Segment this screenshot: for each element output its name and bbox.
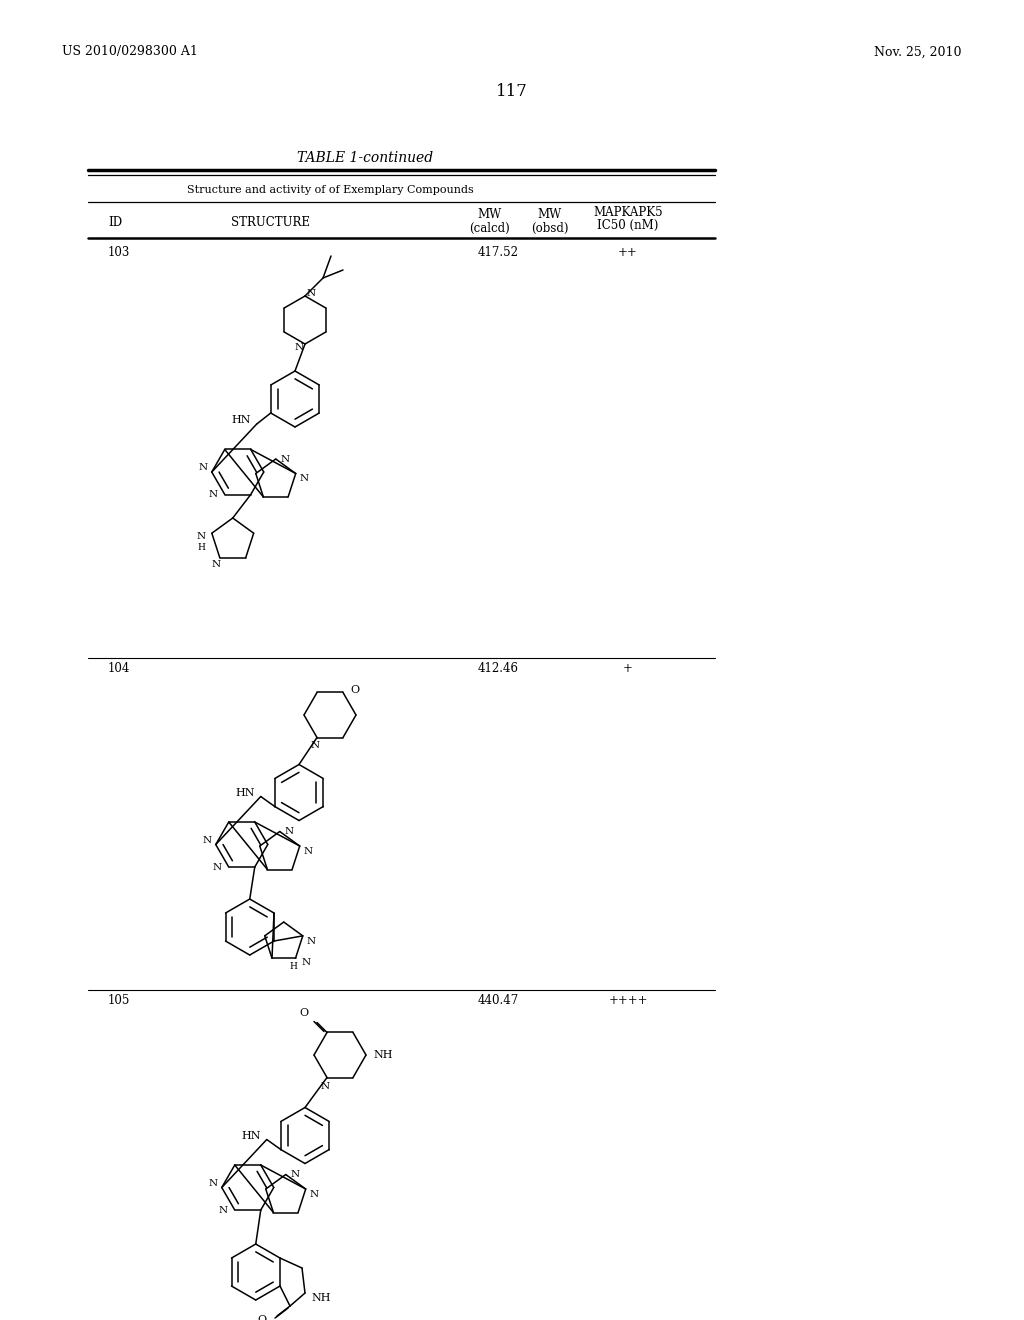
Text: H: H xyxy=(198,543,206,552)
Text: N: N xyxy=(306,289,315,297)
Text: N: N xyxy=(203,836,212,845)
Text: 117: 117 xyxy=(496,83,528,100)
Text: 417.52: 417.52 xyxy=(478,247,519,260)
Text: N: N xyxy=(300,474,309,483)
Text: +: + xyxy=(623,661,633,675)
Text: N: N xyxy=(199,463,208,473)
Text: MW: MW xyxy=(478,209,502,222)
Text: ++: ++ xyxy=(618,247,638,260)
Text: 440.47: 440.47 xyxy=(478,994,519,1006)
Text: HN: HN xyxy=(242,1130,261,1140)
Text: Nov. 25, 2010: Nov. 25, 2010 xyxy=(874,45,962,58)
Text: N: N xyxy=(285,828,294,836)
Text: ++++: ++++ xyxy=(608,994,648,1006)
Text: 103: 103 xyxy=(108,247,130,260)
Text: TABLE 1-continued: TABLE 1-continued xyxy=(297,150,433,165)
Text: N: N xyxy=(309,1189,318,1199)
Text: N: N xyxy=(219,1205,227,1214)
Text: NH: NH xyxy=(311,1294,331,1303)
Text: O: O xyxy=(257,1315,266,1320)
Text: IC50 (nM): IC50 (nM) xyxy=(597,219,658,231)
Text: 104: 104 xyxy=(108,661,130,675)
Text: N: N xyxy=(211,560,220,569)
Text: N: N xyxy=(304,846,313,855)
Text: NH: NH xyxy=(373,1049,392,1060)
Text: N: N xyxy=(310,741,319,750)
Text: US 2010/0298300 A1: US 2010/0298300 A1 xyxy=(62,45,198,58)
Text: Structure and activity of of Exemplary Compounds: Structure and activity of of Exemplary C… xyxy=(186,185,473,195)
Text: MW: MW xyxy=(538,209,562,222)
Text: N: N xyxy=(197,532,206,541)
Text: 412.46: 412.46 xyxy=(478,661,519,675)
Text: (obsd): (obsd) xyxy=(531,222,568,235)
Text: MAPKAPK5: MAPKAPK5 xyxy=(593,206,663,219)
Text: ID: ID xyxy=(108,215,122,228)
Text: O: O xyxy=(350,685,359,696)
Text: N: N xyxy=(307,937,315,946)
Text: HN: HN xyxy=(231,414,251,425)
Text: N: N xyxy=(209,490,218,499)
Text: N: N xyxy=(301,958,310,966)
Text: N: N xyxy=(209,1179,218,1188)
Text: N: N xyxy=(281,454,290,463)
Text: N: N xyxy=(295,342,303,351)
Text: N: N xyxy=(321,1082,330,1092)
Text: STRUCTURE: STRUCTURE xyxy=(230,215,309,228)
Text: HN: HN xyxy=(236,788,255,797)
Text: N: N xyxy=(291,1170,300,1179)
Text: O: O xyxy=(299,1008,308,1019)
Text: H: H xyxy=(290,962,297,970)
Text: 105: 105 xyxy=(108,994,130,1006)
Text: N: N xyxy=(213,862,222,871)
Text: (calcd): (calcd) xyxy=(470,222,510,235)
